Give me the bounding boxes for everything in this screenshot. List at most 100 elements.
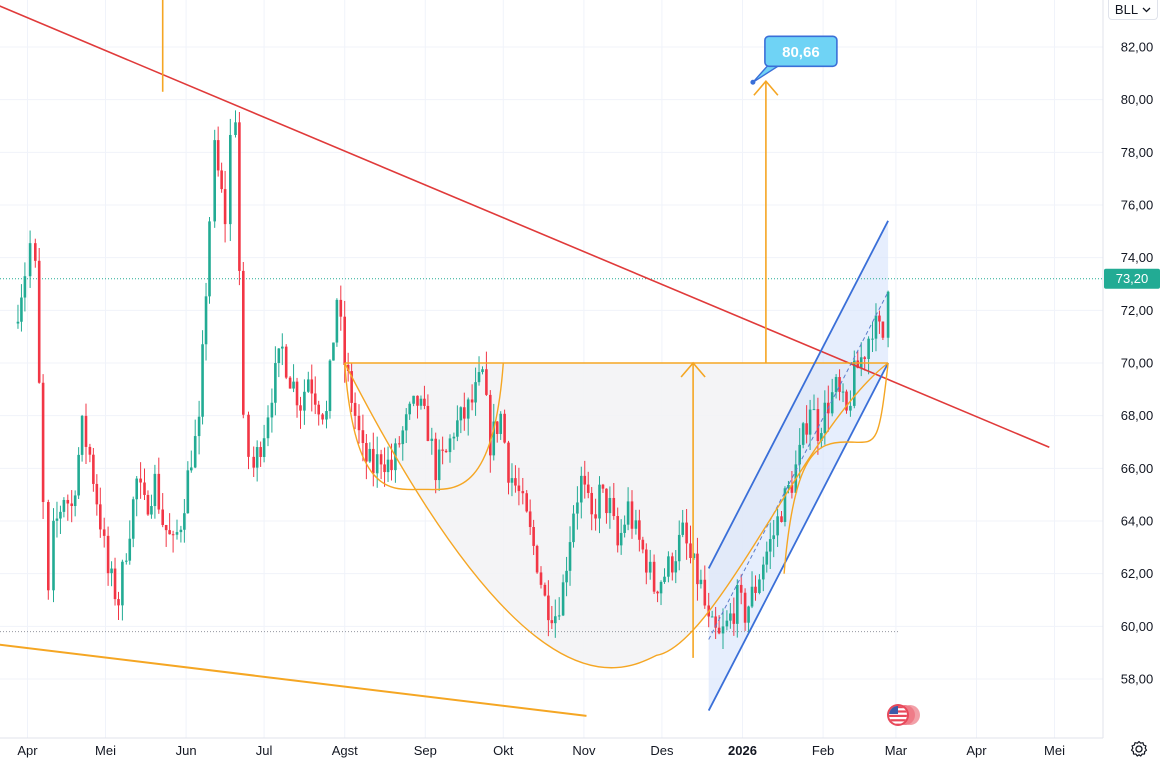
candle-body [747,606,750,623]
price-tick-label: 70,00 [1121,356,1154,371]
candle-body [175,532,179,535]
gear-icon[interactable] [1130,740,1148,758]
candle-body [368,448,372,462]
cup-fill [344,363,889,668]
candle-body [277,348,281,364]
candle-body [598,484,601,519]
candle-body [146,494,150,515]
candle-body [547,595,550,621]
time-tick-label: Des [650,743,674,758]
candle-body [671,556,674,573]
candle-body [437,449,441,481]
candle-body [783,488,787,522]
candle-body [692,553,696,558]
candle-body [88,446,92,455]
price-axis[interactable]: 58,00 60,00 62,00 64,00 66,00 68,00 70,00 72,00… [1121,40,1154,687]
candle-body [659,581,663,594]
candle-body [143,482,146,495]
candle-body [656,591,659,594]
candle-body [66,499,70,504]
candle-body [510,478,514,483]
candle-body [299,405,302,411]
candle-body [346,364,350,372]
time-tick-label: Nov [572,743,596,758]
candle-body [281,346,284,349]
candle-body [565,570,568,583]
symbol-label: BLL [1114,2,1139,17]
candle-body [62,499,66,512]
candle-body [601,484,605,489]
candle-body [84,415,88,447]
candle-body [812,409,816,411]
candle-body [52,520,55,591]
candle-body [845,391,848,411]
candle-body [463,407,466,419]
candle-body [871,338,874,340]
candle-body [758,579,761,593]
time-tick-label: Jun [176,743,197,758]
candle-body [641,539,645,550]
time-axis[interactable]: Apr Mei Jun Jul Agst Sep Okt Nov Des 2026 Feb Mar Ap… [17,743,1065,758]
candle-body [619,532,623,546]
candle-body [470,399,474,403]
candle-body [630,501,634,529]
candle-body [776,516,779,536]
symbol-selector[interactable]: BLL [1108,0,1158,20]
candle-body [408,403,411,415]
measure-arrow-head [680,361,706,378]
candle-body [55,518,59,521]
candle-body [652,561,656,592]
candle-body [535,545,539,573]
price-tick-label: 76,00 [1121,198,1154,213]
candle-body [729,613,732,621]
candle-body [262,438,266,457]
candle-body [543,584,547,596]
candle-body [838,377,841,392]
candle-body [808,409,812,435]
candle-body [448,438,452,453]
candle-body [725,620,729,627]
candle-body [616,516,619,546]
candle-body [339,299,343,317]
target-arrow-head [753,80,779,96]
candle-body [419,398,423,406]
resistance-trendline [0,5,1050,449]
candle-body [849,405,852,411]
candle-body [379,454,383,465]
candle-body [423,398,426,406]
candle-body [554,616,557,624]
candle-body [274,363,277,403]
cup-curve [344,362,889,669]
candle-body [677,534,681,562]
price-tick-label: 60,00 [1121,619,1154,634]
candle-body [390,459,393,471]
candle-body [343,316,346,365]
candle-body [412,395,415,404]
time-tick-label: Apr [966,743,987,758]
candle-body [495,421,499,434]
candle-body [16,321,20,324]
candle-body [328,360,332,412]
candle-body [466,399,470,419]
candle-body [459,407,463,421]
candle-body [292,381,295,389]
candle-body [663,576,666,582]
candle-body [252,456,255,468]
candle-body [242,270,245,415]
candle-body [507,442,510,483]
candle-body [863,357,866,359]
candle-body [313,393,317,405]
candle-body [525,493,528,512]
candle-body [190,467,193,471]
candle-body [357,415,361,431]
candle-body [353,402,357,416]
candle-body [307,379,310,392]
candle-body [204,296,208,345]
time-tick-label: Jul [256,743,273,758]
candle-body [456,420,459,437]
candle-body [532,527,535,546]
target-value: 80,66 [782,44,820,61]
candle-body [426,405,430,441]
candle-body [168,530,171,535]
